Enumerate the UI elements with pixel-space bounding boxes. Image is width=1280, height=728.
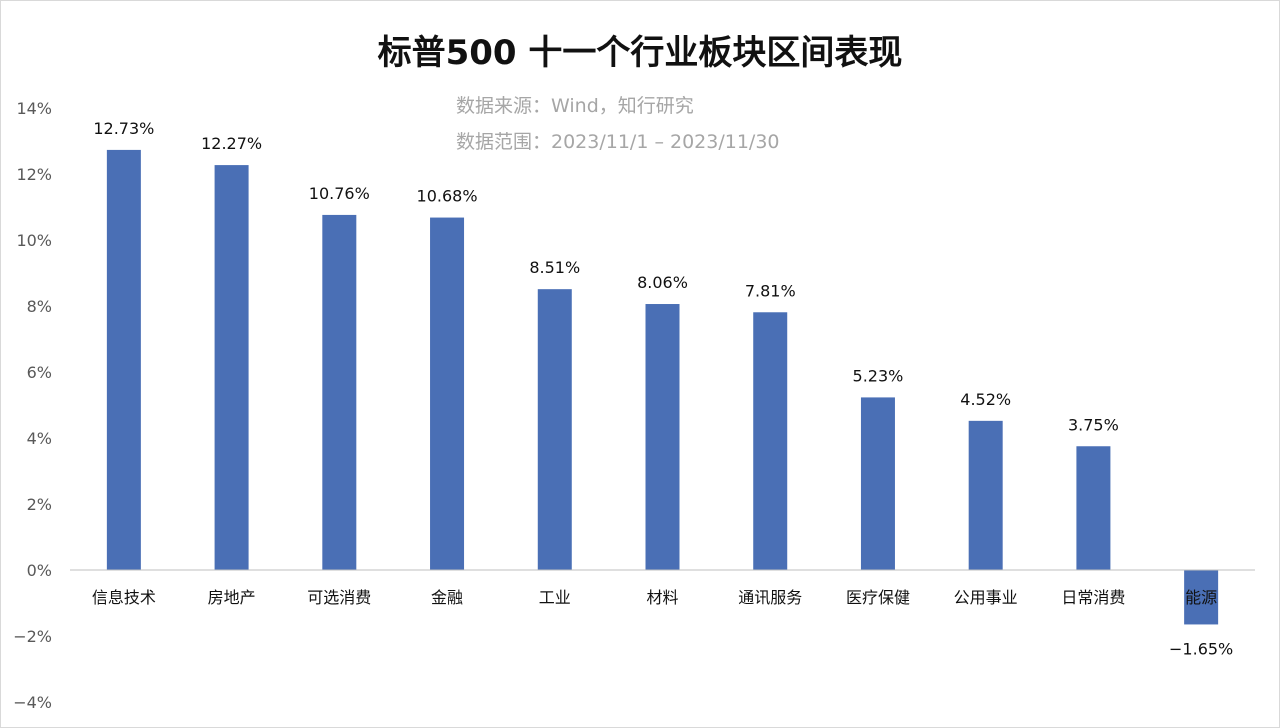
data-label: 5.23% — [853, 366, 904, 385]
data-label: 8.51% — [529, 258, 580, 277]
y-tick-label: −2% — [13, 627, 52, 646]
data-label: 7.81% — [745, 281, 796, 300]
y-tick-label: 2% — [27, 495, 52, 514]
data-label: 12.73% — [93, 119, 154, 138]
category-label: 信息技术 — [92, 588, 156, 607]
data-label: 8.06% — [637, 273, 688, 292]
data-label: 10.68% — [417, 187, 478, 206]
data-label: −1.65% — [1169, 639, 1233, 658]
category-label: 工业 — [539, 588, 571, 607]
data-label: 3.75% — [1068, 415, 1119, 434]
data-label: 4.52% — [960, 390, 1011, 409]
data-label: 12.27% — [201, 134, 262, 153]
bar — [1076, 446, 1111, 570]
data-label: 10.76% — [309, 184, 370, 203]
date-range-note: 数据范围：2023/11/1 – 2023/11/30 — [456, 131, 780, 153]
bar — [1184, 570, 1219, 625]
category-label: 房地产 — [208, 588, 256, 607]
bar — [430, 217, 465, 570]
bar — [645, 304, 680, 570]
bar — [214, 165, 249, 570]
bars-group — [106, 149, 1219, 625]
bar — [753, 312, 788, 570]
y-tick-label: 0% — [27, 561, 52, 580]
category-labels-group: 信息技术 房地产 可选消费 金融 工业 材料 通讯服务 医疗保健 公用事业 日常消费 能源 — [92, 588, 1217, 607]
y-tick-label: 8% — [27, 297, 52, 316]
bar — [106, 149, 141, 570]
category-label: 能源 — [1185, 588, 1217, 607]
bar — [968, 420, 1003, 570]
category-label: 医疗保健 — [846, 588, 910, 607]
y-tick-label: 12% — [16, 165, 52, 184]
y-tick-label: 14% — [16, 99, 52, 118]
y-tick-label: −4% — [13, 693, 52, 712]
category-label: 材料 — [646, 588, 678, 607]
category-label: 日常消费 — [1061, 588, 1125, 607]
y-tick-label: 4% — [27, 429, 52, 448]
data-labels-group: 12.73% 12.27% 10.76% 10.68% 8.51% 8.06% 7.81% 5… — [93, 119, 1233, 659]
source-note: 数据来源：Wind，知行研究 — [456, 95, 694, 117]
y-tick-label: 6% — [27, 363, 52, 382]
bar — [860, 397, 895, 570]
category-label: 金融 — [431, 588, 463, 607]
y-axis-ticks: 14% 12% 10% 8% 6% 4% 2% 0% −2% −4% — [13, 99, 52, 712]
category-label: 可选消费 — [307, 588, 371, 607]
category-label: 通讯服务 — [738, 588, 802, 607]
bar — [322, 214, 357, 571]
chart-title: 标普500 十一个行业板块区间表现 — [378, 33, 903, 73]
bar — [537, 289, 572, 570]
category-label: 公用事业 — [954, 588, 1018, 607]
y-tick-label: 10% — [16, 231, 52, 250]
